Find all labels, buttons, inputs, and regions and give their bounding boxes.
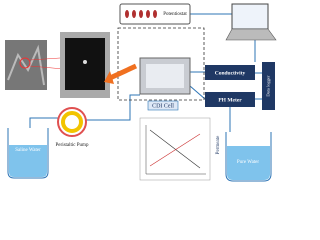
line [255, 72, 262, 100]
ph-meter-label: PH Meter [218, 97, 242, 103]
line [189, 85, 206, 100]
pure-water-fill [227, 146, 270, 180]
arrow-head [104, 71, 114, 84]
dashed-region [117, 27, 205, 101]
pump-ring [61, 111, 83, 133]
sem-texture [7, 44, 45, 86]
inset-line [149, 133, 201, 167]
inset-line [149, 129, 201, 169]
line [29, 117, 58, 128]
laptop-base [225, 28, 277, 41]
inset-axes [145, 125, 206, 175]
line [86, 94, 140, 121]
conductivity-label: Conductivity [215, 70, 246, 76]
pump-label: Peristaltic Pump [56, 143, 89, 148]
sem-highlight [19, 57, 31, 69]
saline-water-label: Saline Water [15, 148, 41, 153]
potentiostat-dials [125, 10, 157, 18]
laptop-screen [231, 3, 269, 30]
data-logger-label: Data logger [266, 75, 271, 97]
conductivity-box [205, 65, 255, 80]
cdi-cell-label: CDI Cell [152, 103, 174, 109]
electrode-center [83, 60, 87, 64]
connectors [29, 13, 262, 132]
data-logger-box [262, 62, 275, 110]
ph-meter-box [205, 92, 255, 107]
saline-water-fill [9, 145, 47, 177]
arrow [108, 63, 138, 81]
diagram: Potentiostat CDI Cell Conductivity PH Me… [5, 3, 277, 182]
permeate-label: Permeate [216, 135, 221, 154]
potentiostat-label: Potentiostat [163, 12, 187, 17]
pure-water-label: Pure Water [237, 160, 259, 165]
cdi-label-box [147, 100, 179, 111]
cdi-cell-inner [146, 64, 184, 88]
